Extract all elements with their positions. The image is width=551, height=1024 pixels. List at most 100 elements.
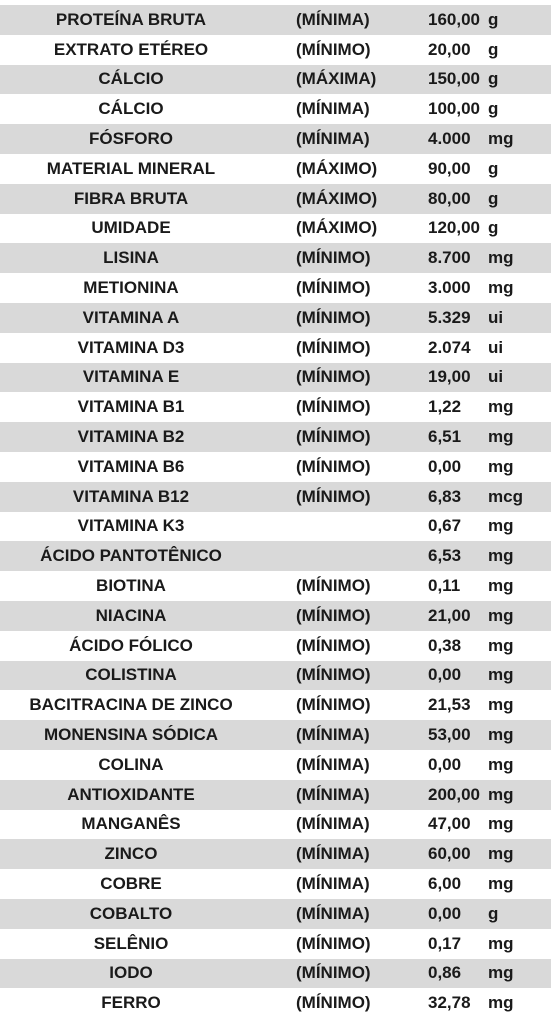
table-row: CÁLCIO (MÍNIMA) 100,00 g: [0, 94, 551, 125]
nutrient-qualifier: (MÍNIMO): [296, 963, 371, 983]
table-row: CÁLCIO (MÁXIMA) 150,00 g: [0, 64, 551, 95]
table-row: METIONINA (MÍNIMO) 3.000 mg: [0, 273, 551, 303]
table-row: MANGANÊS (MÍNIMA) 47,00 mg: [0, 809, 551, 840]
nutrient-value: 1,22: [428, 397, 462, 417]
nutrient-unit: mg: [488, 665, 514, 685]
nutrient-qualifier: (MÍNIMO): [296, 665, 371, 685]
nutrient-unit: mg: [488, 754, 514, 774]
table-row: LISINA (MÍNIMO) 8.700 mg: [0, 243, 551, 274]
nutrient-unit: mcg: [488, 486, 523, 506]
nutrient-value: 6,00: [428, 874, 462, 893]
nutrient-qualifier: (MÍNIMA): [296, 725, 370, 745]
nutrient-name: FÓSFORO: [88, 129, 174, 149]
nutrient-value: 4.000: [428, 129, 471, 149]
nutrient-unit: g: [488, 39, 499, 59]
nutrient-value: 19,00: [428, 367, 471, 387]
nutrient-value: 0,00: [428, 665, 462, 685]
nutrient-value: 0,00: [428, 754, 462, 774]
nutrient-name: CÁLCIO: [98, 69, 164, 89]
nutrient-qualifier: (MÍNIMA): [296, 9, 370, 29]
table-row: BIOTINA (MÍNIMO) 0,11 mg: [0, 571, 551, 601]
nutrient-value: 8.700: [428, 248, 471, 268]
nutrient-qualifier: (MÍNIMO): [296, 456, 371, 476]
table-row: VITAMINA E (MÍNIMO) 19,00 ui: [0, 362, 551, 393]
nutrient-name: VITAMINA K3: [77, 516, 185, 536]
nutrient-value: 0,67: [428, 516, 462, 536]
nutrient-value: 47,00: [428, 814, 471, 834]
nutrient-name: LISINA: [103, 248, 159, 268]
nutrient-qualifier: (MÍNIMA): [296, 844, 370, 864]
nutrient-name: EXTRATO ETÉREO: [53, 39, 209, 59]
nutrient-value: 200,00: [428, 784, 480, 804]
nutrient-value: 150,00: [428, 69, 480, 89]
nutrient-name: COLINA: [98, 754, 164, 774]
table-row: MONENSINA SÓDICA (MÍNIMA) 53,00 mg: [0, 720, 551, 750]
nutrient-unit: mg: [488, 248, 514, 268]
nutrient-value: 100,00: [428, 99, 480, 119]
nutrient-unit: mg: [488, 576, 514, 596]
nutrient-qualifier: (MÁXIMO): [296, 158, 378, 178]
nutrient-value: 21,53: [428, 695, 471, 715]
nutrient-value: 3.000: [428, 278, 471, 298]
table-row: COBRE (MÍNIMA) 6,00 mg: [0, 869, 551, 899]
nutrient-qualifier: (MÁXIMO): [296, 188, 378, 208]
nutrient-qualifier: (MÁXIMO): [296, 218, 378, 238]
nutrient-value: 120,00: [428, 218, 480, 238]
table-row: BACITRACINA DE ZINCO (MÍNIMO) 21,53 mg: [0, 690, 551, 721]
nutrient-unit: mg: [488, 129, 514, 149]
nutrient-unit: mg: [488, 725, 514, 745]
nutrient-unit: g: [488, 218, 499, 238]
table-row: ZINCO (MÍNIMA) 60,00 mg: [0, 839, 551, 870]
nutrient-name: VITAMINA B12: [72, 486, 190, 506]
nutrient-value: 0,00: [428, 456, 462, 476]
table-row: COLISTINA (MÍNIMO) 0,00 mg: [0, 660, 551, 691]
nutrient-value: 0,38: [428, 635, 462, 655]
nutrient-unit: mg: [488, 814, 514, 834]
nutrient-name: ANTIOXIDANTE: [67, 784, 195, 804]
table-row: NIACINA (MÍNIMO) 21,00 mg: [0, 600, 551, 631]
nutrient-unit: mg: [488, 844, 514, 864]
table-row: COBALTO (MÍNIMA) 0,00 g: [0, 898, 551, 929]
nutrient-name: NIACINA: [95, 605, 167, 625]
nutrient-qualifier: (MÍNIMO): [296, 605, 371, 625]
nutrient-name: FIBRA BRUTA: [73, 188, 189, 208]
nutrient-qualifier: (MÍNIMO): [296, 695, 371, 715]
nutrient-qualifier: (MÍNIMO): [296, 427, 371, 447]
nutrient-unit: mg: [488, 397, 514, 417]
nutrient-value: 6,53: [428, 546, 462, 566]
table-row: EXTRATO ETÉREO (MÍNIMO) 20,00 g: [0, 34, 551, 65]
table-row: FERRO (MÍNIMO) 32,78 mg: [0, 988, 551, 1019]
nutrient-value: 2.074: [428, 337, 471, 357]
nutrient-name: COBRE: [100, 874, 162, 893]
nutrient-unit: ui: [488, 307, 504, 327]
nutrient-name: VITAMINA B6: [77, 456, 185, 476]
nutrient-qualifier: (MÍNIMO): [296, 307, 371, 327]
table-row: VITAMINA B2 (MÍNIMO) 6,51 mg: [0, 422, 551, 452]
nutrient-unit: g: [488, 188, 499, 208]
nutrient-qualifier: (MÍNIMA): [296, 129, 370, 149]
nutrient-table: PROTEÍNA BRUTA (MÍNIMA) 160,00 g EXTRATO ETÉ…: [0, 5, 551, 1019]
nutrient-unit: mg: [488, 784, 514, 804]
nutrient-name: MONENSINA SÓDICA: [43, 725, 219, 745]
nutrient-unit: mg: [488, 546, 514, 566]
nutrient-name: SELÊNIO: [93, 933, 169, 953]
nutrient-unit: mg: [488, 516, 514, 536]
nutrient-name: FERRO: [101, 993, 161, 1013]
table-row: UMIDADE (MÁXIMO) 120,00 g: [0, 213, 551, 244]
table-row: ÁCIDO PANTOTÊNICO 6,53 mg: [0, 541, 551, 572]
table-row: VITAMINA B12 (MÍNIMO) 6,83 mcg: [0, 481, 551, 512]
nutrient-qualifier: (MÍNIMO): [296, 278, 371, 298]
nutrient-unit: g: [488, 99, 499, 119]
nutrient-qualifier: (MÍNIMA): [296, 903, 370, 923]
table-row: FÓSFORO (MÍNIMA) 4.000 mg: [0, 124, 551, 154]
nutrient-qualifier: (MÍNIMO): [296, 39, 371, 59]
nutrient-qualifier: (MÍNIMA): [296, 814, 370, 834]
nutrient-value: 0,11: [428, 576, 461, 596]
nutrient-value: 60,00: [428, 844, 471, 864]
nutrient-qualifier: (MÍNIMA): [296, 754, 370, 774]
nutrient-name: ÁCIDO PANTOTÊNICO: [40, 546, 222, 566]
nutrient-value: 0,86: [428, 963, 462, 983]
nutrient-value: 6,51: [428, 427, 462, 447]
nutrient-qualifier: (MÍNIMO): [296, 337, 371, 357]
nutrient-name: METIONINA: [83, 278, 179, 298]
